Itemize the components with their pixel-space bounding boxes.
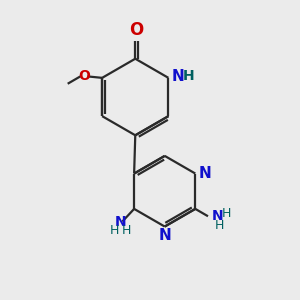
Text: O: O xyxy=(130,21,144,39)
Text: H: H xyxy=(222,207,231,220)
Text: O: O xyxy=(78,69,90,83)
Text: H: H xyxy=(122,224,131,237)
Text: H: H xyxy=(183,69,195,83)
Text: N: N xyxy=(198,166,211,181)
Text: N: N xyxy=(158,228,171,243)
Text: H: H xyxy=(214,219,224,232)
Text: N: N xyxy=(172,69,185,84)
Text: H: H xyxy=(110,224,119,237)
Text: N: N xyxy=(115,214,127,229)
Text: N: N xyxy=(212,209,223,223)
